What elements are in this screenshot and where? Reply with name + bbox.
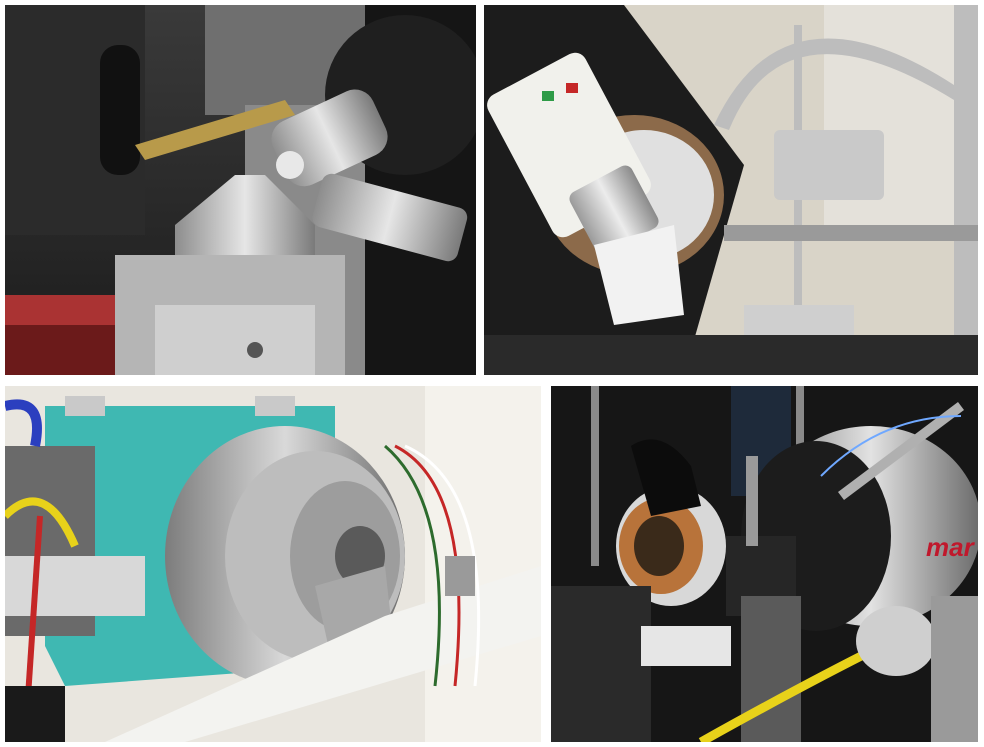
photo-vacuum-chamber (5, 386, 541, 742)
goniometer-scene (5, 5, 476, 375)
diffractometer-scene (484, 5, 978, 375)
photo-diffractometer-camera (484, 5, 978, 375)
beamline-scene: mar (551, 386, 978, 742)
photo-goniometer-head (5, 5, 476, 375)
photo-beamline-endstation: mar (551, 386, 978, 742)
vacuum-chamber-scene (5, 386, 541, 742)
detector-logo: mar (926, 532, 976, 562)
